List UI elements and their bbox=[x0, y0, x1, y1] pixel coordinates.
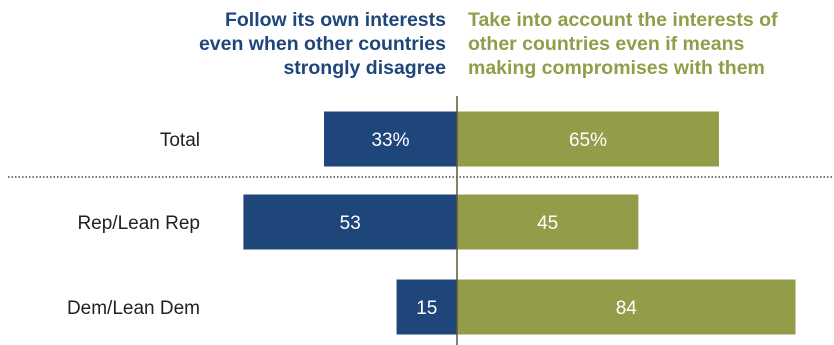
left-header-line-2: even when other countries bbox=[198, 33, 446, 55]
bar-right-rep-lean-rep bbox=[457, 194, 639, 250]
bar-right-total bbox=[457, 111, 719, 167]
left-header-line-1: Follow its own interests bbox=[224, 9, 446, 31]
right-header-line-1: Take into account the interests of bbox=[468, 9, 778, 31]
value-label-left-total: 33% bbox=[371, 130, 409, 151]
value-label-right-total: 65% bbox=[569, 130, 607, 151]
right-series-header: Take into account the interests of other… bbox=[468, 8, 778, 80]
right-header-line-3: making compromises with them bbox=[468, 57, 765, 79]
right-header-line-2: other countries even if means bbox=[468, 33, 745, 55]
value-label-right-dem-lean-dem: 84 bbox=[616, 298, 638, 319]
bar-left-dem-lean-dem bbox=[396, 279, 457, 335]
bar-left-rep-lean-rep bbox=[243, 194, 457, 250]
value-label-left-rep-lean-rep: 53 bbox=[340, 213, 361, 234]
bar-left-total bbox=[324, 111, 457, 167]
category-label-total: Total bbox=[160, 130, 200, 151]
value-label-left-dem-lean-dem: 15 bbox=[416, 298, 437, 319]
category-label-rep-lean-rep: Rep/Lean Rep bbox=[77, 213, 200, 234]
category-label-dem-lean-dem: Dem/Lean Dem bbox=[67, 298, 200, 319]
left-header-line-3: strongly disagree bbox=[283, 57, 446, 79]
value-label-right-rep-lean-rep: 45 bbox=[537, 213, 558, 234]
bar-right-dem-lean-dem bbox=[457, 279, 796, 335]
left-series-header: Follow its own interests even when other… bbox=[199, 8, 446, 80]
